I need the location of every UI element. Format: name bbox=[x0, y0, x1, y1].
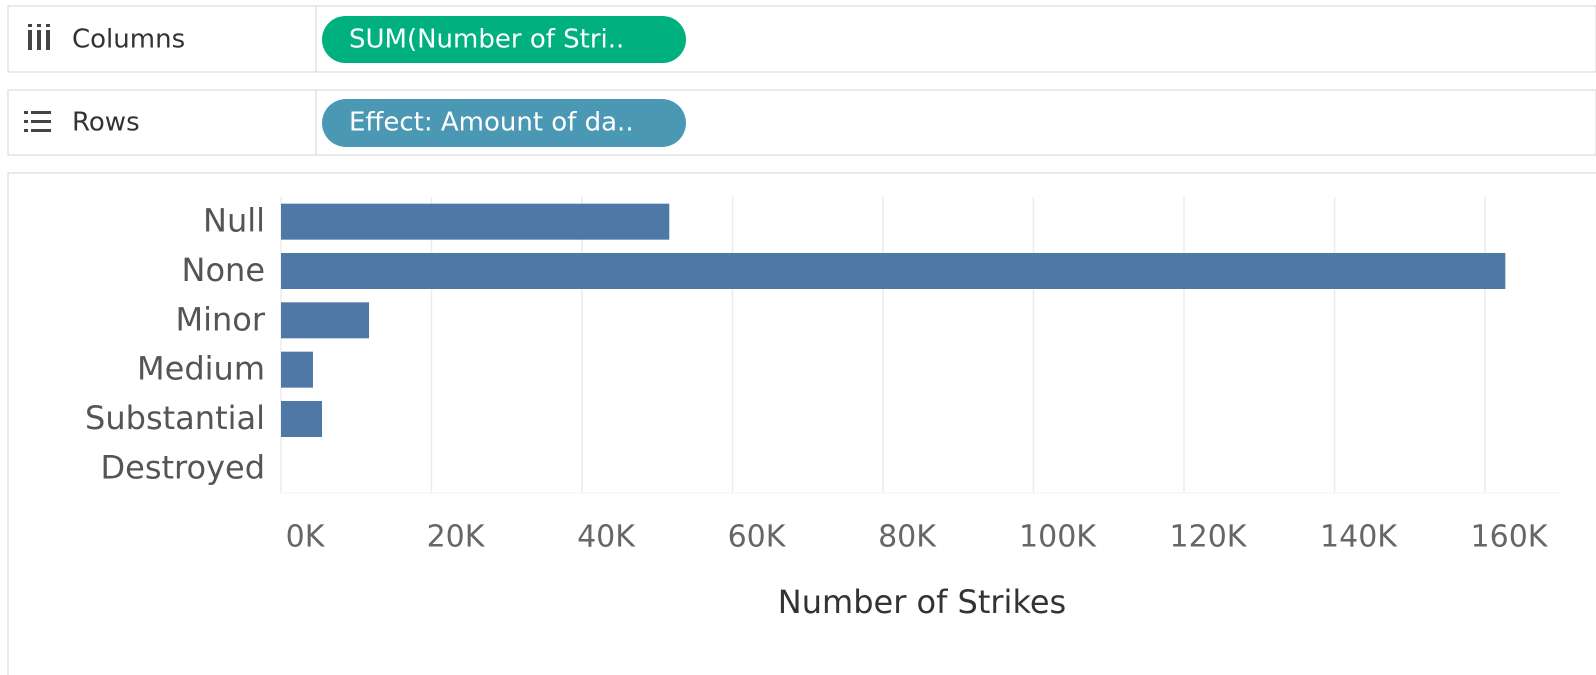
y-tick-label: Null bbox=[203, 202, 265, 240]
x-tick-label: 160K bbox=[1471, 520, 1549, 555]
pill-text[interactable]: SUM(Number of Stri.. bbox=[349, 25, 624, 55]
bar bbox=[281, 351, 313, 388]
x-tick-label: 80K bbox=[878, 520, 937, 555]
y-tick-label: Destroyed bbox=[100, 448, 265, 486]
bar bbox=[281, 203, 670, 240]
shelf-label: Columns bbox=[72, 25, 185, 55]
chart: 0K 20K 40K 60K 80K 100K 120K 140K 160K Null None Mi… bbox=[85, 197, 1561, 555]
x-tick-label: 60K bbox=[728, 520, 787, 555]
columns-icon bbox=[28, 24, 50, 50]
rows-shelf bbox=[7, 89, 1596, 156]
bar bbox=[281, 253, 1506, 289]
y-tick-label: Minor bbox=[175, 300, 265, 338]
pill[interactable] bbox=[322, 16, 686, 63]
x-tick-label: 40K bbox=[577, 520, 636, 555]
y-tick-label: Medium bbox=[137, 350, 265, 388]
pill[interactable] bbox=[322, 99, 686, 147]
bar bbox=[281, 302, 370, 339]
x-tick-label: 120K bbox=[1170, 520, 1248, 555]
x-tick-label: 20K bbox=[427, 520, 486, 555]
rows-icon bbox=[24, 111, 51, 132]
shelf-label: Rows bbox=[72, 108, 140, 138]
x-tick-label: 0K bbox=[286, 520, 326, 555]
x-axis-title: Number of Strikes bbox=[778, 583, 1066, 621]
x-tick-label: 140K bbox=[1320, 520, 1398, 555]
y-tick-label: Substantial bbox=[85, 399, 265, 437]
y-tick-label: None bbox=[182, 251, 265, 289]
bar bbox=[281, 401, 323, 437]
x-tick-label: 100K bbox=[1019, 520, 1097, 555]
pill-text[interactable]: Effect: Amount of da.. bbox=[349, 108, 634, 138]
columns-shelf bbox=[7, 5, 1596, 73]
